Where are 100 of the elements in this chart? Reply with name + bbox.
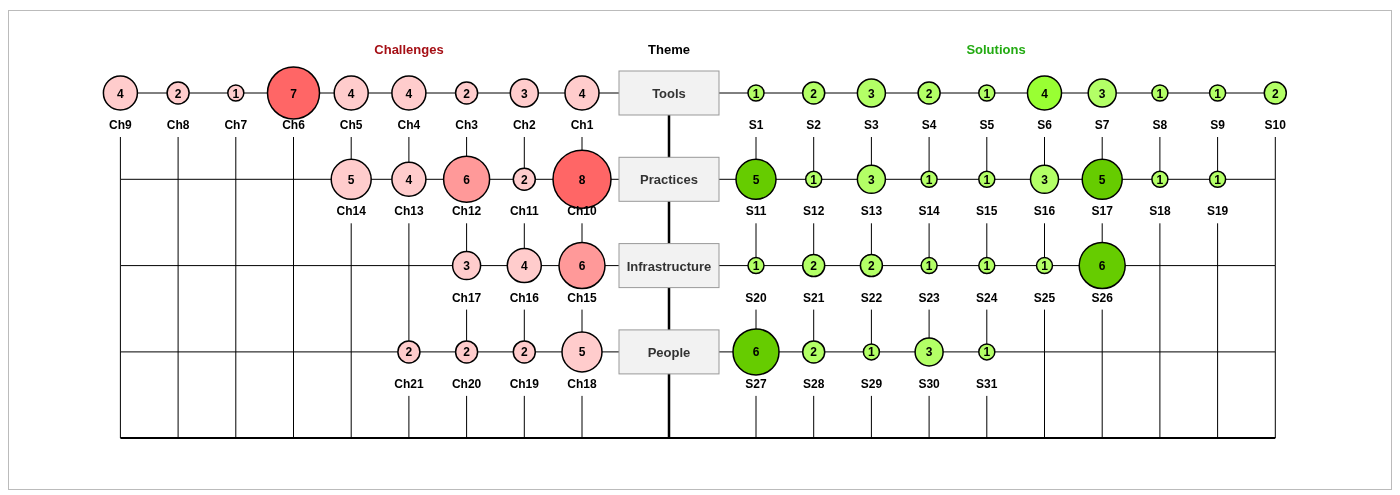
- category-label: Ch4: [397, 118, 421, 132]
- data-label: 2: [520, 345, 528, 360]
- data-label: 1: [1214, 172, 1222, 187]
- category-label: Ch16: [509, 290, 540, 305]
- category-label: S17: [1091, 204, 1114, 219]
- category-label: Ch18: [567, 376, 597, 391]
- category-label: S14: [918, 204, 941, 219]
- data-label: 1: [983, 345, 991, 360]
- category-label: S18: [1149, 204, 1171, 219]
- category-label: Ch7: [224, 118, 248, 132]
- category-label: Ch8: [166, 118, 190, 132]
- data-label: 4: [117, 86, 125, 101]
- category-label: Ch17: [451, 290, 482, 305]
- category-label: S15: [976, 204, 998, 219]
- category-label: S21: [803, 290, 825, 305]
- category-label: Ch15: [567, 290, 597, 305]
- data-label: 2: [463, 345, 471, 360]
- category-label: Practices: [640, 172, 698, 188]
- data-label: 6: [752, 345, 760, 360]
- category-label: S4: [921, 118, 937, 132]
- category-label: S16: [1033, 204, 1056, 219]
- data-label: 4: [405, 86, 413, 101]
- category-label: Ch5: [339, 118, 363, 132]
- data-label: 2: [810, 86, 818, 101]
- data-label: 1: [1156, 172, 1164, 187]
- data-label: 1: [1214, 86, 1222, 101]
- data-label: 3: [1098, 86, 1106, 101]
- category-label: S20: [745, 290, 767, 305]
- category-label: Infrastructure: [626, 258, 712, 274]
- category-label: Ch11: [509, 204, 539, 219]
- category-label: S10: [1264, 118, 1287, 132]
- category-label: S31: [976, 376, 998, 391]
- data-label: 6: [1098, 259, 1106, 274]
- category-label: S3: [864, 118, 880, 132]
- data-label: 3: [925, 345, 933, 360]
- category-label: S27: [745, 376, 767, 391]
- data-label: 2: [405, 345, 413, 360]
- data-label: 1: [925, 172, 933, 187]
- data-label: 4: [520, 259, 528, 274]
- category-label: S6: [1037, 118, 1053, 132]
- category-label: S26: [1091, 290, 1114, 305]
- category-label: S23: [918, 290, 941, 305]
- data-label: 1: [752, 259, 760, 274]
- category-label: S28: [803, 376, 825, 391]
- data-label: 1: [983, 86, 991, 101]
- category-label: Ch13: [394, 204, 424, 219]
- data-label: 3: [868, 86, 876, 101]
- data-label: 1: [1041, 259, 1049, 274]
- data-label: 2: [1271, 86, 1279, 101]
- data-label: 1: [983, 172, 991, 187]
- category-label: Ch2: [512, 118, 536, 132]
- data-label: 3: [868, 172, 876, 187]
- category-label: Ch19: [509, 376, 540, 391]
- category-label: Ch21: [394, 376, 424, 391]
- data-label: 5: [752, 172, 760, 187]
- text: Challenges: [374, 42, 444, 57]
- data-label: 1: [232, 86, 240, 101]
- data-label: 5: [347, 172, 355, 187]
- category-label: S24: [976, 290, 998, 305]
- data-label: 2: [520, 172, 528, 187]
- category-label: S11: [745, 204, 767, 219]
- data-label: 1: [752, 86, 760, 101]
- data-label: 4: [405, 172, 413, 187]
- data-label: 1: [868, 345, 876, 360]
- data-label: 5: [1098, 172, 1106, 187]
- data-label: 3: [520, 86, 528, 101]
- data-label: 4: [347, 86, 355, 101]
- category-label: S5: [979, 118, 995, 132]
- category-label: S29: [860, 376, 883, 391]
- category-label: S8: [1152, 118, 1168, 132]
- category-label: Ch10: [567, 204, 597, 219]
- category-label: S13: [860, 204, 883, 219]
- category-label: S25: [1033, 290, 1056, 305]
- category-label: Ch20: [451, 376, 482, 391]
- data-label: 1: [983, 259, 991, 274]
- data-label: 7: [290, 86, 298, 101]
- category-label: S12: [803, 204, 825, 219]
- category-label: S1: [748, 118, 764, 132]
- data-label: 2: [810, 345, 818, 360]
- category-label: Ch3: [455, 118, 479, 132]
- data-label: 2: [463, 86, 471, 101]
- data-label: 6: [463, 172, 471, 187]
- category-label: Ch14: [336, 204, 367, 219]
- data-label: 1: [1156, 86, 1164, 101]
- data-label: 4: [578, 86, 586, 101]
- category-label: S9: [1210, 118, 1226, 132]
- category-label: Ch6: [282, 118, 306, 132]
- data-label: 4: [1041, 86, 1049, 101]
- data-label: 3: [1041, 172, 1049, 187]
- category-label: Ch12: [451, 204, 482, 219]
- category-label: Ch1: [570, 118, 594, 132]
- data-label: 8: [578, 172, 586, 187]
- category-label: S19: [1206, 204, 1229, 219]
- data-label: 1: [810, 172, 818, 187]
- data-label: 6: [578, 259, 586, 274]
- category-label: S7: [1094, 118, 1110, 132]
- text: Solutions: [966, 42, 1026, 57]
- category-label: Ch9: [109, 118, 133, 132]
- category-label: Tools: [652, 86, 686, 101]
- data-label: 1: [925, 259, 933, 274]
